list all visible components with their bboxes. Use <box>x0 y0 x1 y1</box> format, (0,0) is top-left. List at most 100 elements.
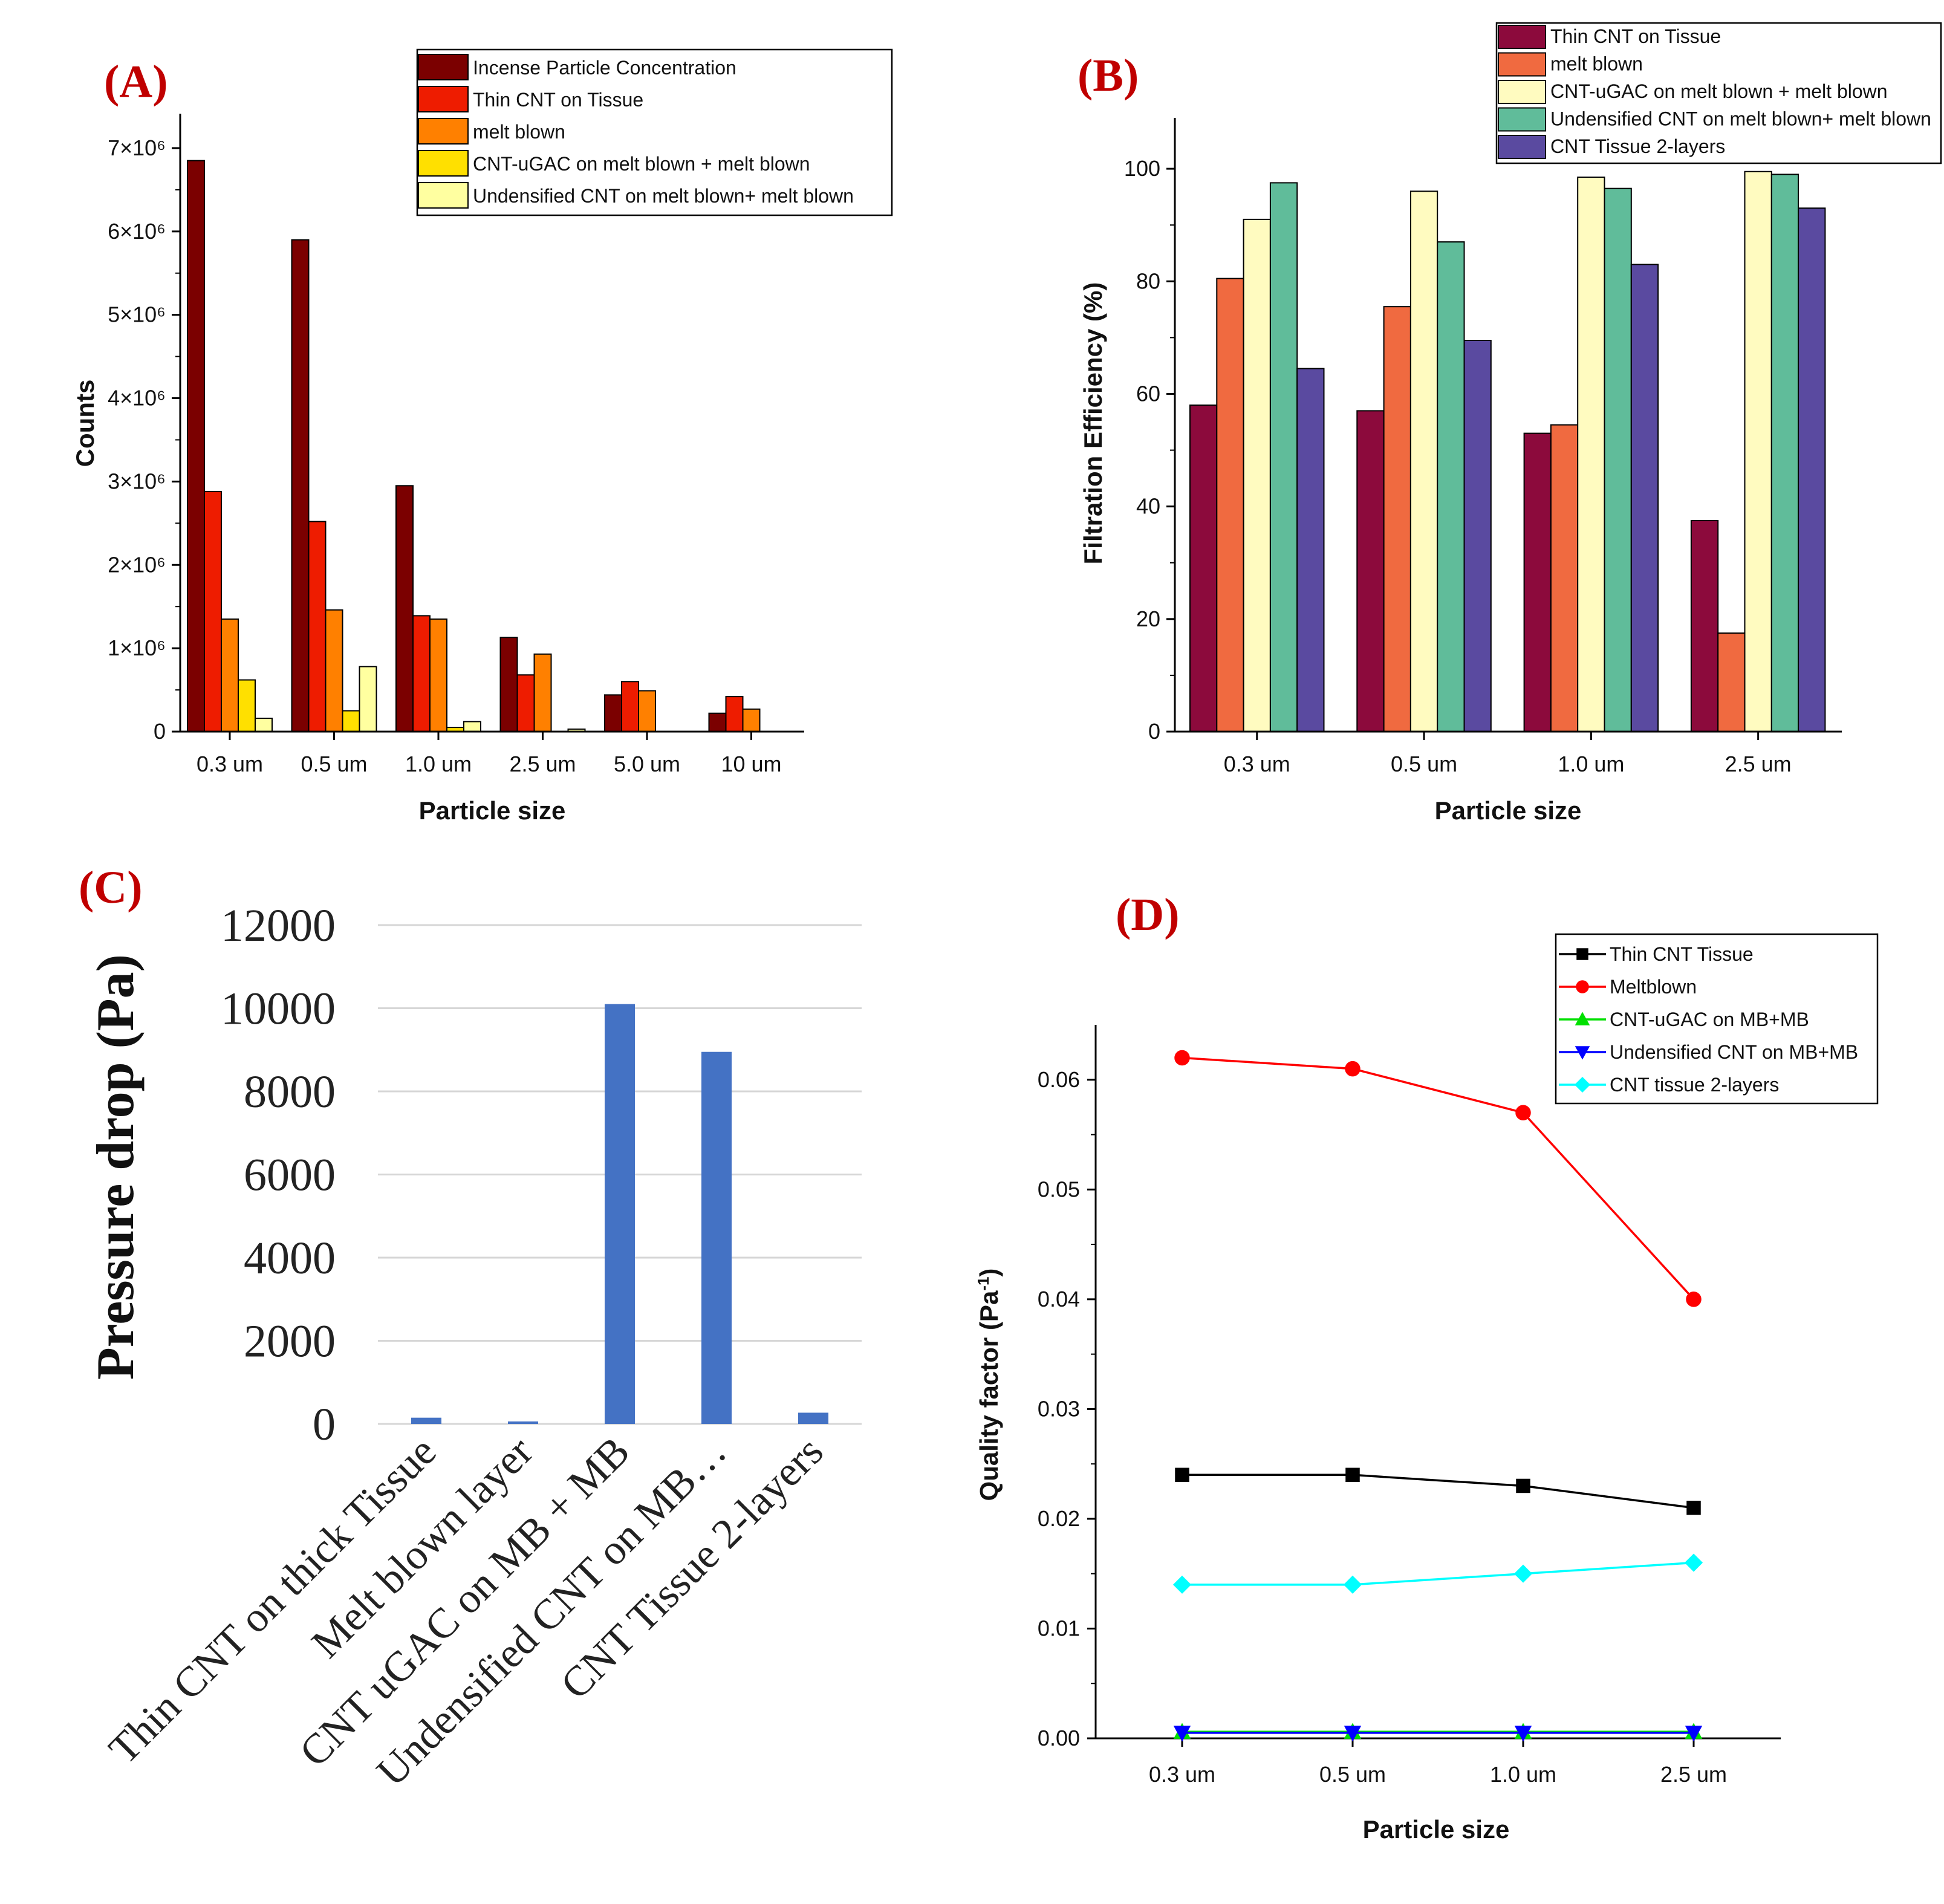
legend-label: Thin CNT on Tissue <box>1550 25 1721 47</box>
y-tick-label: 0.00 <box>1038 1726 1080 1750</box>
legend-label: CNT Tissue 2-layers <box>1550 135 1725 157</box>
bar <box>1243 218 1271 732</box>
panel-d: (D) 0.000.010.020.030.040.050.06 0.3 um 0… <box>974 889 1879 1844</box>
panel-d-y-title-main: Quality factor (Pa <box>975 1290 1003 1501</box>
bar <box>204 490 222 732</box>
panel-b-legend: Thin CNT on Tissue melt blown CNT-uGAC on … <box>1495 22 1942 164</box>
panel-a-y-title: Counts <box>71 380 99 467</box>
x-tick-label: 0.5 um <box>1319 1762 1386 1787</box>
panel-d-legend: Thin CNT Tissue Meltblown CNT-uGAC on MB+M… <box>1555 933 1879 1105</box>
y-tick-label: 1×10⁶ <box>108 635 166 660</box>
bar <box>1216 278 1244 733</box>
bar <box>508 1421 538 1424</box>
x-tick-label: 2.5 um <box>509 752 576 776</box>
series-line <box>1182 1561 1694 1586</box>
data-point <box>1343 1575 1362 1594</box>
panel-d-x-title: Particle size <box>1363 1815 1510 1844</box>
y-tick-label: 4×10⁶ <box>108 386 166 411</box>
bar <box>1383 306 1411 732</box>
data-point <box>1514 1726 1532 1742</box>
panel-b-x-ticks: 0.3 um 0.5 um 1.0 um 2.5 um <box>1224 732 1792 776</box>
legend-label: Meltblown <box>1610 976 1697 998</box>
x-tick-label: 2.5 um <box>1725 752 1792 776</box>
data-point <box>1173 1726 1191 1742</box>
y-tick-label: 0.01 <box>1038 1616 1080 1640</box>
bar <box>429 618 447 732</box>
bar <box>308 521 327 732</box>
bar <box>1717 632 1746 733</box>
panel-d-y-title-end: ) <box>975 1269 1003 1277</box>
bar <box>1269 182 1298 732</box>
bar <box>463 721 481 733</box>
legend-swatch <box>1498 25 1546 49</box>
x-tick-label: 0.5 um <box>1391 752 1457 776</box>
x-tick-label: 5.0 um <box>614 752 680 776</box>
legend-swatch <box>1498 135 1546 159</box>
legend-label: CNT-uGAC on melt blown + melt blown <box>1550 80 1888 102</box>
y-tick-label: 0.02 <box>1038 1506 1080 1531</box>
legend-swatch <box>418 150 469 177</box>
data-point <box>1576 948 1588 960</box>
legend-label: CNT-uGAC on MB+MB <box>1610 1009 1809 1030</box>
y-tick-label: 0.06 <box>1038 1067 1080 1092</box>
x-tick-label: 1.0 um <box>405 752 472 776</box>
bar <box>221 618 239 732</box>
panel-a: (A) 0 1×10⁶ 2×10⁶ 3×10⁶ 4×10⁶ 5×10⁶ 6×10⁶ 7×10⁶… <box>71 48 893 825</box>
panel-a-x-title: Particle size <box>419 796 566 825</box>
legend-swatch <box>418 182 469 209</box>
legend-label: CNT tissue 2-layers <box>1610 1074 1779 1096</box>
panel-b-label: (B) <box>1078 50 1139 101</box>
bar <box>1690 519 1719 733</box>
bar <box>1356 410 1385 732</box>
data-point <box>1574 1076 1591 1093</box>
series-line <box>1182 1473 1694 1509</box>
panel-a-label: (A) <box>104 56 168 107</box>
y-tick-label: 0.05 <box>1038 1177 1080 1201</box>
y-tick-label: 12000 <box>221 900 336 951</box>
legend-swatch <box>1498 80 1546 104</box>
data-point <box>1513 1564 1533 1583</box>
bar <box>1523 432 1552 732</box>
bar <box>342 710 360 732</box>
x-tick-label: 0.3 um <box>197 752 263 776</box>
bar <box>395 485 414 732</box>
bar <box>411 1417 441 1424</box>
y-tick-label: 0 <box>1148 719 1160 744</box>
panel-c-y-title: Pressure drop (Pa) <box>86 954 145 1380</box>
y-tick-label: 60 <box>1136 381 1160 406</box>
y-tick-label: 6×10⁶ <box>108 219 166 244</box>
legend-label: melt blown <box>1550 53 1643 75</box>
bar <box>1463 340 1492 732</box>
legend-label: Undensified CNT on melt blown+ melt blow… <box>473 185 854 207</box>
legend-swatch <box>418 118 469 145</box>
legend-label: CNT-uGAC on melt blown + melt blown <box>473 153 810 175</box>
bar <box>1550 424 1579 732</box>
panel-a-x-ticks: 0.3 um 0.5 um 1.0 um 2.5 um 5.0 um 10 um <box>197 732 782 776</box>
y-tick-label: 40 <box>1136 494 1160 519</box>
bar <box>725 696 744 732</box>
legend-label: melt blown <box>473 121 565 143</box>
panel-b-y-ticks: 0 20 40 60 80 100 <box>1124 156 1175 744</box>
series-line <box>1182 1056 1695 1301</box>
bar <box>621 681 639 733</box>
panel-d-label: (D) <box>1116 889 1180 940</box>
panel-c-y-ticks: 0 2000 4000 6000 8000 10000 12000 <box>221 900 336 1450</box>
panel-d-series <box>1172 1050 1703 1742</box>
data-point <box>1684 1553 1703 1572</box>
legend-swatch <box>418 86 469 112</box>
y-tick-label: 4000 <box>244 1233 336 1284</box>
bar <box>412 615 431 733</box>
y-tick-label: 2×10⁶ <box>108 552 166 577</box>
panel-d-y-title: Quality factor (Pa-1) <box>974 1269 1003 1501</box>
legend-label: Undensified CNT on melt blown+ melt blow… <box>1550 108 1931 130</box>
panel-a-bars <box>187 160 761 733</box>
data-point <box>1174 1050 1190 1066</box>
panel-d-y-ticks: 0.00 0.01 0.02 0.03 0.04 0.05 0.06 <box>1038 1067 1096 1750</box>
data-point <box>1515 1105 1531 1120</box>
bar <box>1604 187 1632 732</box>
data-point <box>1172 1575 1192 1594</box>
bar <box>1409 190 1438 732</box>
legend-swatch <box>418 54 469 80</box>
bar <box>1770 174 1799 732</box>
